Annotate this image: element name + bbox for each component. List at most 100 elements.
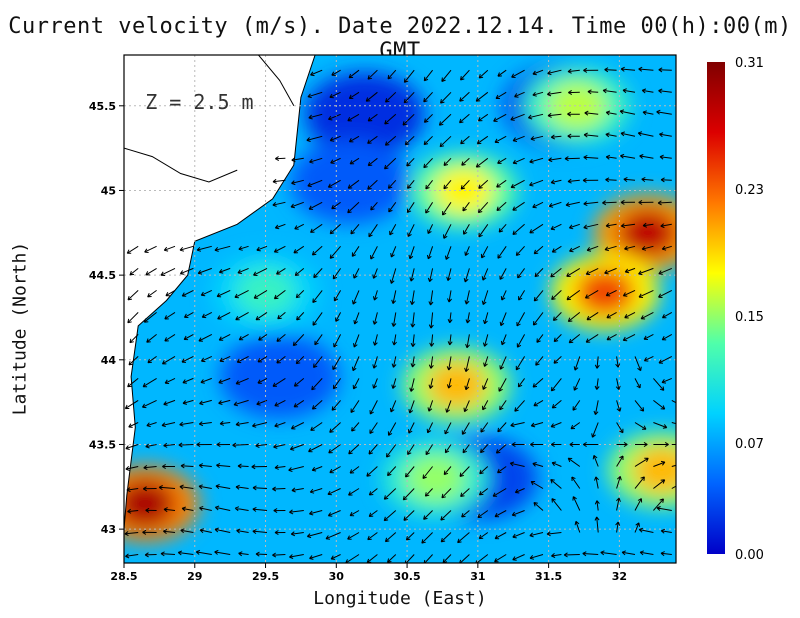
speed-hotspot [575, 268, 636, 317]
velocity-arrow [515, 356, 526, 371]
velocity-arrow [402, 488, 415, 501]
velocity-arrow [252, 506, 268, 512]
velocity-arrow [333, 290, 342, 302]
velocity-arrow [551, 461, 562, 467]
speed-hotspot [235, 268, 296, 317]
velocity-arrow [532, 312, 544, 326]
velocity-arrow [348, 444, 360, 455]
velocity-arrow [569, 245, 581, 253]
velocity-arrow [307, 91, 323, 99]
velocity-arrow [582, 177, 599, 183]
velocity-arrow [550, 479, 562, 489]
velocity-arrow [624, 311, 636, 319]
velocity-arrow [551, 498, 562, 511]
velocity-arrow [494, 510, 507, 518]
speed-field [124, 63, 676, 542]
velocity-arrow [584, 110, 599, 116]
velocity-arrow [330, 157, 341, 164]
velocity-arrow [349, 510, 360, 517]
velocity-arrow [146, 422, 157, 428]
velocity-arrow [460, 488, 470, 497]
velocity-arrow [331, 400, 341, 411]
velocity-arrow [499, 356, 507, 370]
velocity-arrow [183, 333, 194, 341]
velocity-arrow [160, 551, 176, 557]
velocity-arrow [443, 157, 452, 166]
velocity-arrow [425, 202, 434, 214]
velocity-arrow [181, 506, 194, 512]
velocity-arrow [311, 378, 323, 391]
velocity-arrow [308, 113, 323, 120]
velocity-arrow [141, 399, 157, 409]
velocity-arrow [587, 89, 599, 95]
velocity-arrow [605, 289, 617, 297]
velocity-arrow [615, 378, 621, 390]
velocity-vectors [124, 66, 676, 563]
velocity-arrow [403, 510, 415, 521]
velocity-arrow [332, 356, 342, 371]
velocity-arrow [253, 289, 268, 299]
velocity-arrow [389, 400, 397, 413]
velocity-arrow [252, 529, 268, 534]
velocity-arrow [550, 422, 562, 428]
velocity-arrow [499, 312, 507, 327]
velocity-arrow [368, 510, 378, 517]
velocity-arrow [238, 245, 249, 251]
plot-area [124, 55, 676, 563]
velocity-arrow [550, 441, 562, 448]
velocity-arrow [500, 290, 507, 301]
velocity-arrow [500, 334, 507, 346]
velocity-arrow [177, 550, 194, 556]
plot-frame [123, 54, 677, 564]
velocity-arrow [255, 551, 268, 557]
velocity-arrow [463, 268, 470, 283]
velocity-arrow [459, 113, 470, 124]
velocity-arrow [447, 290, 452, 303]
velocity-arrow [444, 422, 452, 435]
velocity-arrow [459, 91, 470, 102]
velocity-arrow [605, 110, 617, 116]
velocity-arrow [409, 290, 415, 306]
y-axis-label: Latitude (North) [9, 241, 31, 416]
velocity-arrow [406, 202, 415, 214]
velocity-arrow [569, 441, 580, 448]
velocity-arrow [218, 377, 231, 384]
velocity-arrow [497, 69, 507, 77]
speed-hotspot [631, 445, 676, 494]
velocity-arrow [372, 312, 378, 325]
velocity-arrow [658, 88, 672, 94]
velocity-arrow [145, 507, 157, 513]
velocity-arrow [163, 399, 176, 406]
velocity-arrow [235, 484, 249, 490]
velocity-arrow [510, 113, 525, 121]
velocity-arrow [634, 498, 643, 511]
velocity-arrow [567, 133, 580, 139]
velocity-arrow [512, 201, 525, 211]
velocity-arrow [219, 420, 231, 426]
velocity-arrow [353, 334, 360, 348]
velocity-arrow [352, 290, 360, 305]
velocity-arrow [634, 422, 647, 430]
velocity-arrow [237, 267, 249, 274]
velocity-arrow [272, 486, 286, 492]
velocity-arrow [128, 422, 139, 428]
speed-hotspot [405, 454, 466, 503]
velocity-arrow [127, 290, 139, 301]
velocity-arrow [129, 268, 139, 276]
velocity-arrow [143, 312, 157, 323]
velocity-arrow [365, 91, 378, 102]
velocity-arrow [518, 290, 526, 301]
velocity-arrow [497, 157, 507, 164]
velocity-arrow [653, 422, 668, 429]
velocity-arrow [329, 223, 341, 235]
velocity-arrow [620, 199, 636, 205]
velocity-arrow [443, 224, 452, 239]
velocity-arrow [347, 532, 360, 540]
velocity-arrow [295, 290, 305, 299]
velocity-arrow [232, 442, 249, 448]
velocity-arrow [657, 200, 672, 206]
velocity-arrow [496, 201, 507, 211]
velocity-arrow [161, 355, 176, 365]
velocity-arrow [370, 246, 378, 260]
velocity-arrow [535, 356, 544, 366]
